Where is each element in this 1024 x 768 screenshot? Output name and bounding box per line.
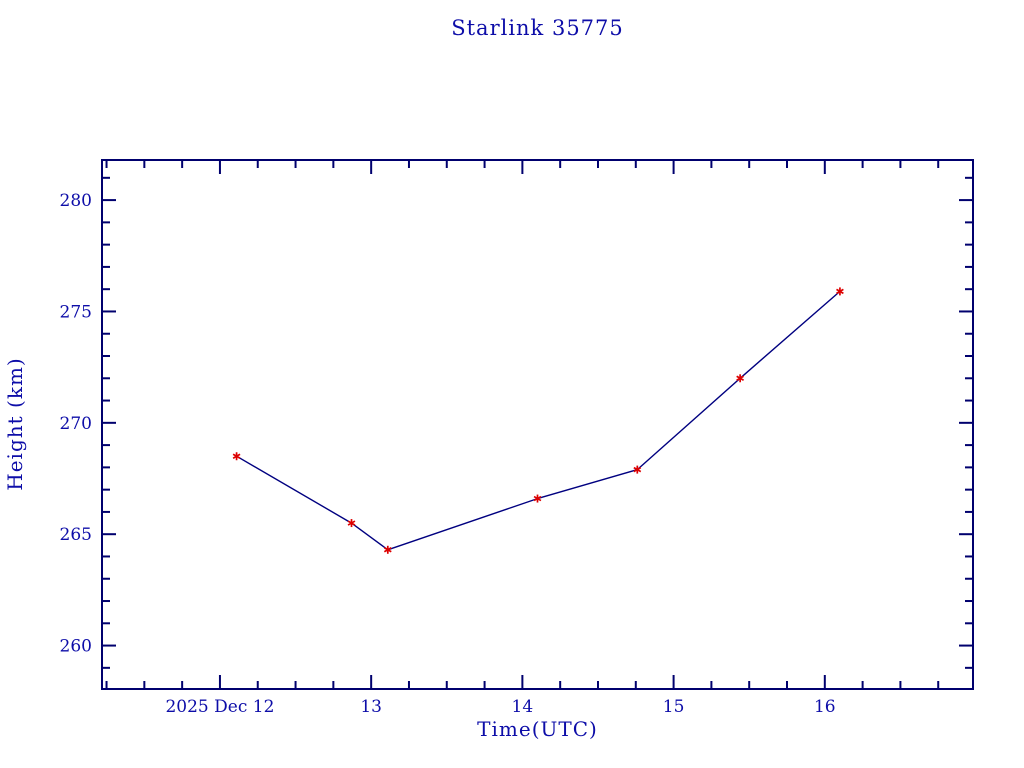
data-point-marker	[836, 287, 844, 296]
y-tick-label: 275	[60, 302, 92, 322]
y-tick-label: 265	[60, 525, 92, 545]
marker-spoke	[836, 288, 844, 295]
x-tick-label: 2025 Dec 12	[165, 697, 274, 717]
marker-spoke	[383, 547, 392, 553]
x-tick-label: 16	[814, 697, 836, 717]
y-tick-label: 260	[60, 637, 92, 657]
axis-frame	[101, 159, 974, 690]
chart-title: Starlink 35775	[451, 16, 624, 40]
marker-spoke	[232, 453, 241, 459]
x-axis-label: Time(UTC)	[477, 717, 598, 741]
data-line	[236, 290, 841, 551]
marker-spoke	[736, 375, 745, 382]
data-point-marker	[232, 452, 241, 461]
data-point-marker	[736, 374, 745, 383]
x-tick-label: 14	[512, 697, 534, 717]
data-point-marker	[347, 519, 356, 528]
marker-spoke	[347, 520, 356, 526]
y-tick-label: 280	[60, 191, 92, 211]
data-point-marker	[633, 465, 642, 474]
x-tick-label: 15	[663, 697, 685, 717]
data-point-marker	[533, 494, 542, 503]
y-tick-label: 270	[60, 414, 92, 434]
data-point-marker	[383, 545, 392, 554]
marker-spoke	[633, 466, 642, 473]
x-tick-label: 13	[360, 697, 382, 717]
y-axis-label: Height (km)	[3, 357, 27, 491]
marker-spoke	[533, 495, 542, 502]
